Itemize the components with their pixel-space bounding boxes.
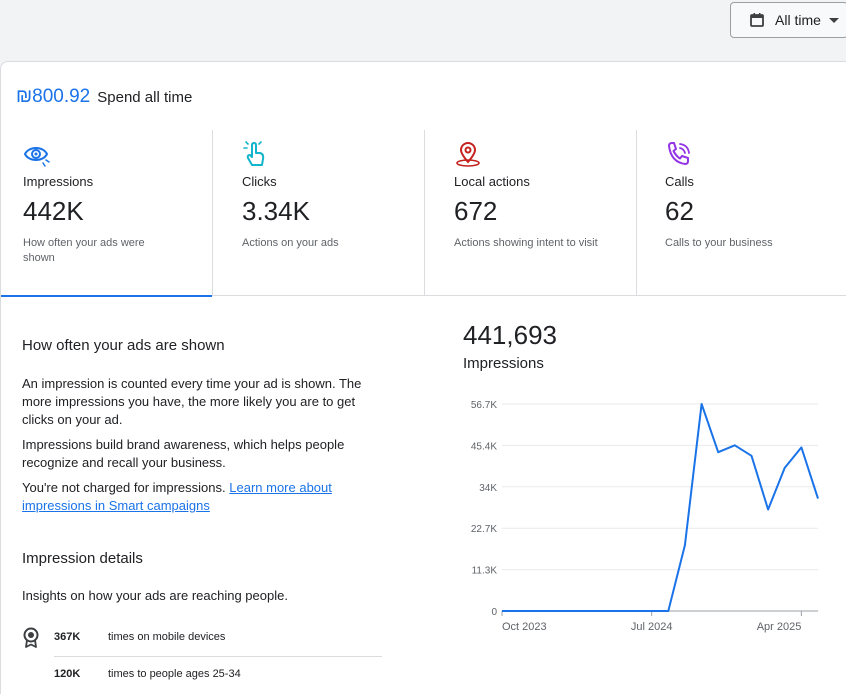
x-tick-label: Oct 2023 (502, 621, 547, 633)
metric-description: Actions on your ads (242, 237, 339, 249)
y-tick-label: 0 (491, 607, 497, 618)
y-tick-label: 45.4K (471, 441, 497, 452)
y-tick-label: 34K (479, 483, 497, 494)
tap-icon (242, 140, 270, 168)
metric-value: 3.34K (242, 196, 310, 226)
detail-text: times on mobile devices (108, 631, 226, 643)
list-item: 120K times to people ages 25-34 (22, 659, 382, 689)
metric-description: Calls to your business (665, 237, 773, 249)
charge-note: You're not charged for impressions. Lear… (22, 479, 370, 515)
detail-value: 120K (54, 668, 81, 680)
metric-tabs: Impressions 442K How often your ads were… (1, 130, 846, 297)
learn-more-link[interactable]: Learn more about impressions in Smart ca… (22, 480, 332, 513)
eye-icon (23, 140, 51, 168)
spend-label: Spend all time (97, 89, 193, 106)
detail-value: 367K (54, 631, 81, 643)
explanation-paragraph: An impression is counted every time your… (22, 376, 362, 427)
metric-description: How often your ads were shown (23, 237, 145, 264)
y-tick-label: 56.7K (471, 400, 497, 411)
tab-clicks[interactable]: Clicks 3.34K Actions on your ads (213, 130, 425, 296)
divider (54, 656, 382, 657)
charge-note-text: You're not charged for impressions. (22, 480, 226, 495)
spend-amount: ₪800.92 (16, 86, 91, 107)
calendar-icon (749, 12, 765, 28)
metric-value: 672 (454, 196, 498, 226)
x-tick-label: Apr 2025 (757, 621, 802, 633)
section-title: How often your ads are shown (22, 337, 225, 354)
metric-label: Local actions (454, 174, 530, 189)
y-tick-label: 11.3K (472, 566, 498, 577)
metric-description: Actions showing intent to visit (454, 237, 598, 249)
location-pin-icon (454, 140, 482, 168)
date-range-label: All time (775, 12, 821, 28)
details-subtitle: Insights on how your ads are reaching pe… (22, 588, 288, 603)
chevron-down-icon (828, 17, 839, 23)
detail-text: times to people ages 25-34 (108, 668, 241, 680)
badge-icon (20, 626, 42, 648)
explanation-paragraph: Impressions build brand awareness, which… (22, 437, 345, 470)
phone-call-icon (665, 140, 693, 168)
y-tick-label: 22.7K (471, 524, 497, 535)
list-item: 367K times on mobile devices (22, 622, 382, 652)
details-title: Impression details (22, 550, 143, 567)
x-tick-label: Jul 2024 (631, 621, 673, 633)
tab-local-actions[interactable]: Local actions 672 Actions showing intent… (425, 130, 637, 296)
tab-calls[interactable]: Calls 62 Calls to your business (637, 130, 846, 296)
date-range-button[interactable]: All time (730, 2, 846, 38)
tab-impressions[interactable]: Impressions 442K How often your ads were… (1, 130, 213, 297)
metric-label: Clicks (242, 174, 277, 189)
impressions-chart: 0 11.3K 22.7K 34K 45.4K 56.7K Oct 2023 Jul 2024… (471, 400, 819, 633)
metric-label: Impressions (23, 174, 94, 189)
metric-value: 442K (23, 196, 84, 226)
total-value: 441,693 (463, 320, 557, 350)
metric-label: Calls (665, 174, 694, 189)
series-line (502, 403, 819, 612)
performance-card: ₪800.92 Spend all time Impressions 442K … (0, 61, 846, 694)
total-label: Impressions (463, 355, 544, 372)
spend-summary: ₪800.92 Spend all time (16, 86, 192, 108)
metric-value: 62 (665, 196, 694, 226)
